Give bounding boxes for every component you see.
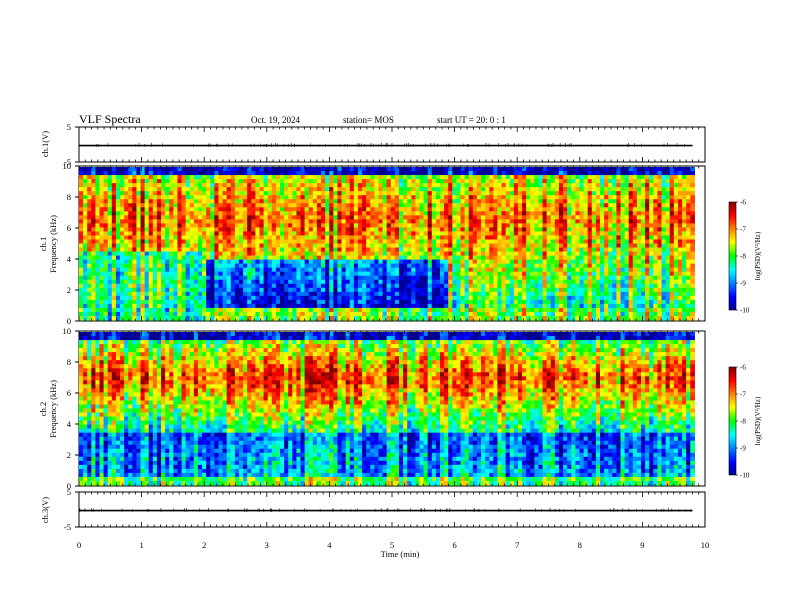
ch2-colorbar: -6 -7 -8 -9 -10 log(PSD)(V²/Hz)	[728, 364, 762, 480]
time-axis-tick-label: 5	[390, 540, 394, 550]
ch2-spectrogram-image	[79, 332, 695, 486]
ch3-waveform-frame	[78, 491, 706, 528]
ch1-spectrogram-ytick-label: 6	[67, 223, 71, 233]
ch1-colorbar-tick-label: -10	[740, 307, 750, 315]
ch1-spectrogram-image	[79, 167, 695, 321]
ch2-colorbar-tick-label: -7	[740, 391, 746, 399]
ch1-waveform-ytick-label: -5	[64, 157, 71, 167]
time-axis-tick-label: 6	[452, 540, 456, 550]
ch2-spectrogram-ylabel: Frequency (kHz)	[48, 380, 58, 438]
ch3-waveform-ytick-label: 5	[67, 487, 71, 497]
date-label: Oct. 19, 2024	[251, 115, 300, 125]
start-time-label: start UT = 20: 0 : 1	[437, 115, 506, 125]
ch2-colorbar-tick-label: -8	[740, 418, 746, 426]
time-axis-label: Time (min)	[381, 549, 420, 559]
ch2-spectrogram-ytick-label: 4	[67, 419, 72, 429]
ch1-colorbar-tick-label: -9	[740, 280, 746, 288]
ch2-colorbar-tick-label: -9	[740, 445, 746, 453]
ch1-waveform-ylabel: ch.1(V)	[40, 131, 50, 157]
ch1-spectrogram-ytick-label: 2	[67, 285, 71, 295]
ch2-spectrogram-panel: 0 2 4 6 8 10 ch.2 Frequency (kHz)	[38, 326, 706, 491]
ch1-colorbar-tick-label: -6	[740, 199, 746, 207]
time-axis-tick-label: 1	[139, 540, 143, 550]
ch1-colorbar-tick-label: -7	[740, 226, 746, 234]
time-axis: 0 1 2 3 4 5 6 7 8 9 10	[77, 127, 709, 550]
time-axis-tick-label: 10	[701, 540, 710, 550]
ch1-spectrogram-ylabel: Frequency (kHz)	[48, 215, 58, 273]
station-label: station= MOS	[343, 115, 394, 125]
figure-title: VLF Spectra	[79, 112, 141, 126]
ch1-colorbar-label: log(PSD)(V²/Hz)	[754, 231, 762, 280]
time-axis-tick-label: 0	[77, 540, 81, 550]
ch2-colorbar-label: log(PSD)(V²/Hz)	[754, 396, 762, 445]
ch1-colorbar: -6 -7 -8 -9 -10 log(PSD)(V²/Hz)	[728, 199, 762, 315]
ch1-spectrogram-ytick-label: 0	[67, 316, 71, 326]
ch2-colorbar-scale	[728, 366, 737, 476]
time-axis-tick-label: 4	[327, 540, 332, 550]
time-axis-tick-label: 9	[640, 540, 644, 550]
ch1-spectrogram-ytick-label: 4	[67, 254, 72, 264]
ch1-spectrogram-panel: 0 2 4 6 8 10 ch.1 Frequency (kHz)	[38, 161, 706, 326]
ch2-spectrogram-channel-label: ch.2	[38, 402, 48, 416]
ch3-waveform-ytick-label: -5	[64, 522, 71, 532]
ch2-colorbar-tick-label: -10	[740, 472, 750, 480]
ch1-colorbar-tick-label: -8	[740, 253, 746, 261]
ch2-spectrogram-ytick-label: 10	[63, 326, 72, 336]
ch3-waveform-ylabel: ch.3(V)	[40, 497, 50, 523]
ch1-spectrogram-ytick-label: 8	[67, 192, 71, 202]
ch1-spectrogram-channel-label: ch.1	[38, 237, 48, 251]
ch1-spectrogram-ytick-label: 10	[63, 161, 72, 171]
time-axis-tick-label: 2	[202, 540, 206, 550]
ch2-colorbar-tick-label: -6	[740, 364, 746, 372]
time-axis-tick-label: 7	[515, 540, 519, 550]
time-axis-tick-label: 3	[265, 540, 269, 550]
time-axis-tick-label: 8	[578, 540, 582, 550]
ch1-waveform-panel: 5 -5 ch.1(V)	[40, 122, 706, 167]
ch1-colorbar-scale	[728, 201, 737, 311]
ch2-spectrogram-ytick-label: 2	[67, 450, 71, 460]
ch1-waveform-ytick-label: 5	[67, 122, 71, 132]
ch2-spectrogram-ytick-label: 8	[67, 357, 71, 367]
ch3-waveform-panel: 5 -5 ch.3(V)	[40, 487, 706, 532]
ch2-spectrogram-ytick-label: 6	[67, 388, 71, 398]
ch2-spectrogram-ytick-label: 0	[67, 481, 71, 491]
